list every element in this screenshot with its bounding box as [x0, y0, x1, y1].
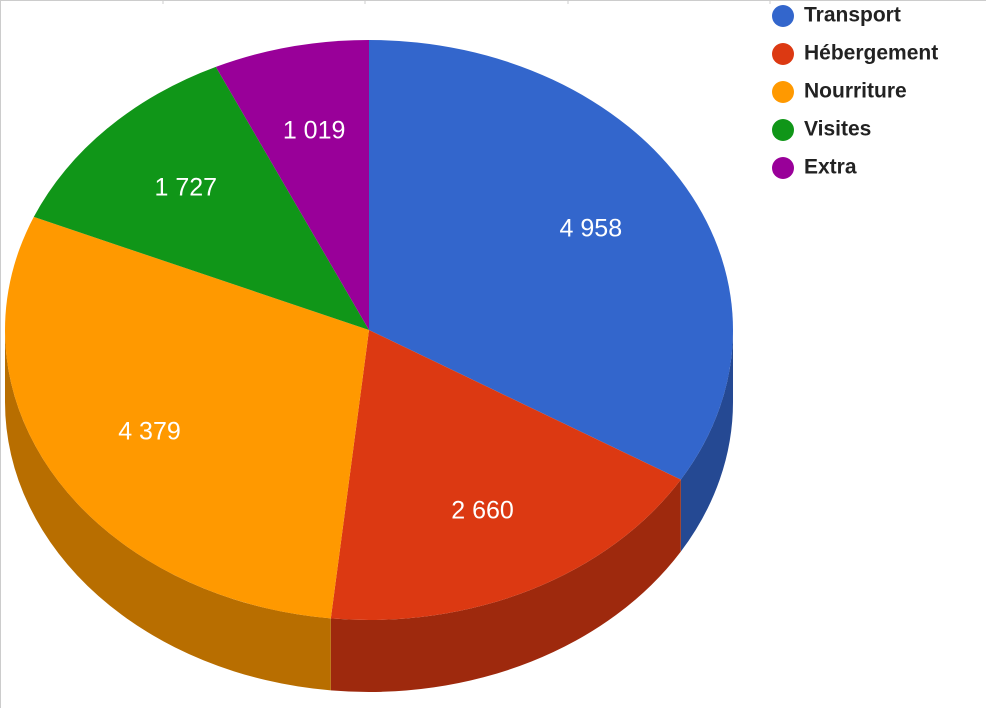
slice	[369, 40, 733, 480]
slice-side	[330, 479, 681, 692]
slice-side	[680, 330, 733, 552]
legend-label: Visites	[804, 118, 871, 141]
data-label: 2 660	[451, 496, 514, 524]
legend-marker	[772, 5, 794, 27]
slice	[33, 66, 370, 331]
legend-label: Hébergement	[804, 42, 938, 65]
legend-label: Transport	[804, 4, 901, 27]
slice	[215, 40, 369, 330]
legend-marker	[772, 81, 794, 103]
data-label: 1 727	[155, 174, 218, 202]
legend-marker	[772, 119, 794, 141]
slice	[330, 330, 681, 620]
legend-marker	[772, 43, 794, 65]
data-label: 4 379	[118, 418, 181, 446]
slice	[5, 216, 369, 619]
data-label: 1 019	[283, 116, 346, 144]
legend-label: Nourriture	[804, 80, 907, 103]
data-label: 4 958	[560, 215, 623, 243]
legend-label: Extra	[804, 156, 857, 179]
legend-marker	[772, 157, 794, 179]
slice-side	[5, 330, 331, 691]
